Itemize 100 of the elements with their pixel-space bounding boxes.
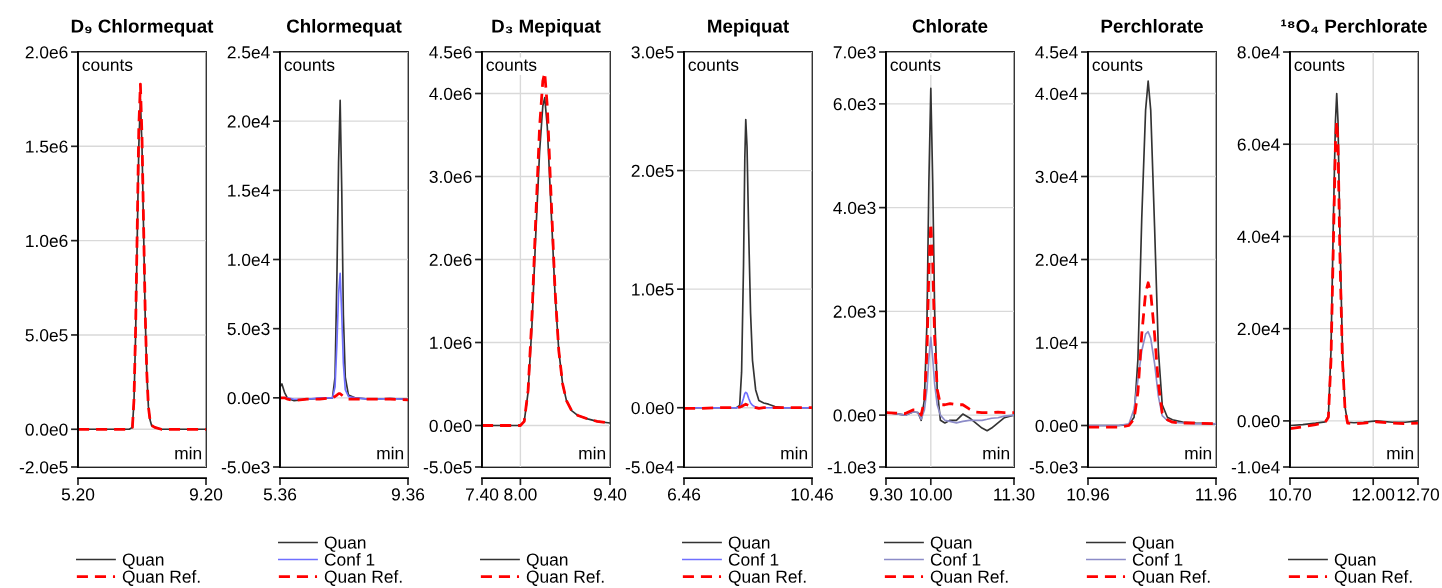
x-tick-label: 9.36 <box>391 488 425 501</box>
annotation: counts <box>1294 59 1345 71</box>
chart-title: Mepiquat <box>708 18 789 37</box>
x-tick-label: 10.46 <box>791 488 833 501</box>
x-tick-label: 12.00 <box>1352 488 1395 501</box>
y-tick-label: 0.0e0 <box>1237 415 1280 428</box>
y-tick-label: 3.0e5 <box>631 46 674 59</box>
legend-label: Quan Ref. <box>1334 570 1412 586</box>
legend-label: Conf 1 <box>728 553 779 566</box>
chart-title: Chlormequat <box>286 18 402 37</box>
annotation: min <box>781 446 808 460</box>
x-tick-label: 9.20 <box>189 488 223 501</box>
legend-label: Quan <box>324 536 366 552</box>
legend-label: Quan Ref. <box>526 570 604 586</box>
annotation: counts <box>890 59 941 71</box>
y-tick-label: 1.5e4 <box>228 184 270 197</box>
y-tick-label: 1.0e4 <box>228 253 270 266</box>
line-series <box>1088 281 1216 429</box>
y-tick-label: 2.0e3 <box>833 305 876 318</box>
y-tick-label: 0.0e0 <box>631 401 674 415</box>
y-tick-label: 1.0e4 <box>1036 336 1078 349</box>
x-tick-label: 7.40 <box>466 488 499 501</box>
y-tick-label: 4.0e4 <box>1237 230 1280 243</box>
y-tick-label: 1.5e6 <box>26 140 68 153</box>
y-tick-label: 2.5e4 <box>227 46 270 59</box>
annotation: min <box>377 446 404 460</box>
legend-label: Quan <box>1334 553 1376 569</box>
y-tick-label: 2.0e4 <box>1035 253 1078 266</box>
y-tick-label: -5.0e3 <box>221 461 270 474</box>
y-tick-label: 6.0e4 <box>1237 138 1280 151</box>
legend-label: Quan Ref. <box>728 570 806 586</box>
y-tick-label: 0.0e0 <box>1035 419 1078 432</box>
y-tick-label: 6.0e3 <box>833 98 876 111</box>
x-tick-label: 9.40 <box>593 488 627 501</box>
y-tick-label: 1.0e5 <box>632 283 674 296</box>
annotation: min <box>175 446 202 460</box>
legend-label: Quan <box>122 553 164 569</box>
y-tick-label: 2.0e6 <box>429 253 472 266</box>
x-tick-label: 8.00 <box>504 488 537 501</box>
legend-label: Quan Ref. <box>324 570 402 586</box>
y-tick-label: 2.0e6 <box>25 46 68 59</box>
annotation: min <box>1185 446 1212 460</box>
y-tick-label: -1.0e3 <box>827 461 876 474</box>
y-tick-label: 5.0e3 <box>227 322 270 336</box>
annotation: min <box>579 446 606 460</box>
legend-label: Conf 1 <box>1132 553 1183 566</box>
x-tick-label: 11.96 <box>1196 488 1237 501</box>
y-tick-label: 4.0e3 <box>833 201 876 215</box>
chart-title: D₉ Chlormequat <box>71 18 214 37</box>
annotation: counts <box>82 59 133 71</box>
legend-label: Quan <box>1132 536 1174 552</box>
y-tick-label: 8.0e4 <box>1237 46 1280 59</box>
y-tick-label: -5.0e4 <box>625 461 674 474</box>
y-tick-label: 0.0e0 <box>429 419 472 432</box>
y-tick-label: -2.0e5 <box>19 461 68 474</box>
x-tick-label: 6.46 <box>667 488 701 501</box>
x-tick-label: 10.96 <box>1067 488 1109 501</box>
legend-label: Conf 1 <box>930 553 981 566</box>
y-tick-label: 4.5e4 <box>1035 46 1078 59</box>
annotation: counts <box>1092 59 1143 71</box>
y-tick-label: 4.0e6 <box>429 87 472 100</box>
x-tick-label: 5.20 <box>61 488 95 501</box>
legend-label: Quan Ref. <box>930 570 1008 586</box>
y-tick-label: -1.0e4 <box>1231 461 1280 474</box>
y-tick-label: 1.0e6 <box>430 336 472 349</box>
legend-label: Quan <box>728 536 770 552</box>
y-tick-label: 7.0e3 <box>833 46 876 59</box>
y-tick-label: 2.0e4 <box>1237 322 1280 336</box>
chart-title: Chlorate <box>912 18 988 33</box>
legend-label: Conf 1 <box>324 553 375 566</box>
legend-label: Quan <box>526 553 568 569</box>
y-tick-label: 2.0e5 <box>631 164 674 178</box>
annotation: min <box>983 446 1010 460</box>
y-tick-label: 4.5e6 <box>429 46 472 59</box>
y-tick-label: 5.0e5 <box>25 329 68 342</box>
x-tick-label: 11.30 <box>994 488 1035 501</box>
legend-label: Quan Ref. <box>1132 570 1210 586</box>
y-tick-label: 0.0e0 <box>227 392 270 405</box>
y-tick-label: 3.0e4 <box>1035 170 1078 183</box>
line-series <box>280 392 408 402</box>
y-tick-label: 0.0e0 <box>833 409 876 422</box>
y-tick-label: 0.0e0 <box>25 423 68 436</box>
x-tick-label: 10.70 <box>1269 488 1312 501</box>
chart-title: ¹⁸O₄ Perchlorate <box>1281 18 1427 34</box>
y-tick-label: 2.0e4 <box>227 115 270 128</box>
y-tick-label: 1.0e6 <box>26 234 68 248</box>
x-tick-label: 10.00 <box>910 488 952 501</box>
legend-label: Quan <box>930 536 972 552</box>
y-tick-label: -5.0e3 <box>1029 461 1078 474</box>
annotation: min <box>1387 446 1414 460</box>
chart-title: D₃ Mepiquat <box>492 18 601 37</box>
y-tick-label: 4.0e4 <box>1035 87 1078 100</box>
y-tick-label: -5.0e5 <box>423 461 472 474</box>
x-tick-label: 5.36 <box>263 488 297 501</box>
legend-label: Quan Ref. <box>122 570 200 586</box>
x-tick-label: 9.30 <box>869 488 903 501</box>
x-tick-label: 12.70 <box>1397 488 1440 501</box>
chart-title: Perchlorate <box>1101 18 1203 33</box>
annotation: counts <box>688 59 739 71</box>
annotation: counts <box>486 59 537 71</box>
